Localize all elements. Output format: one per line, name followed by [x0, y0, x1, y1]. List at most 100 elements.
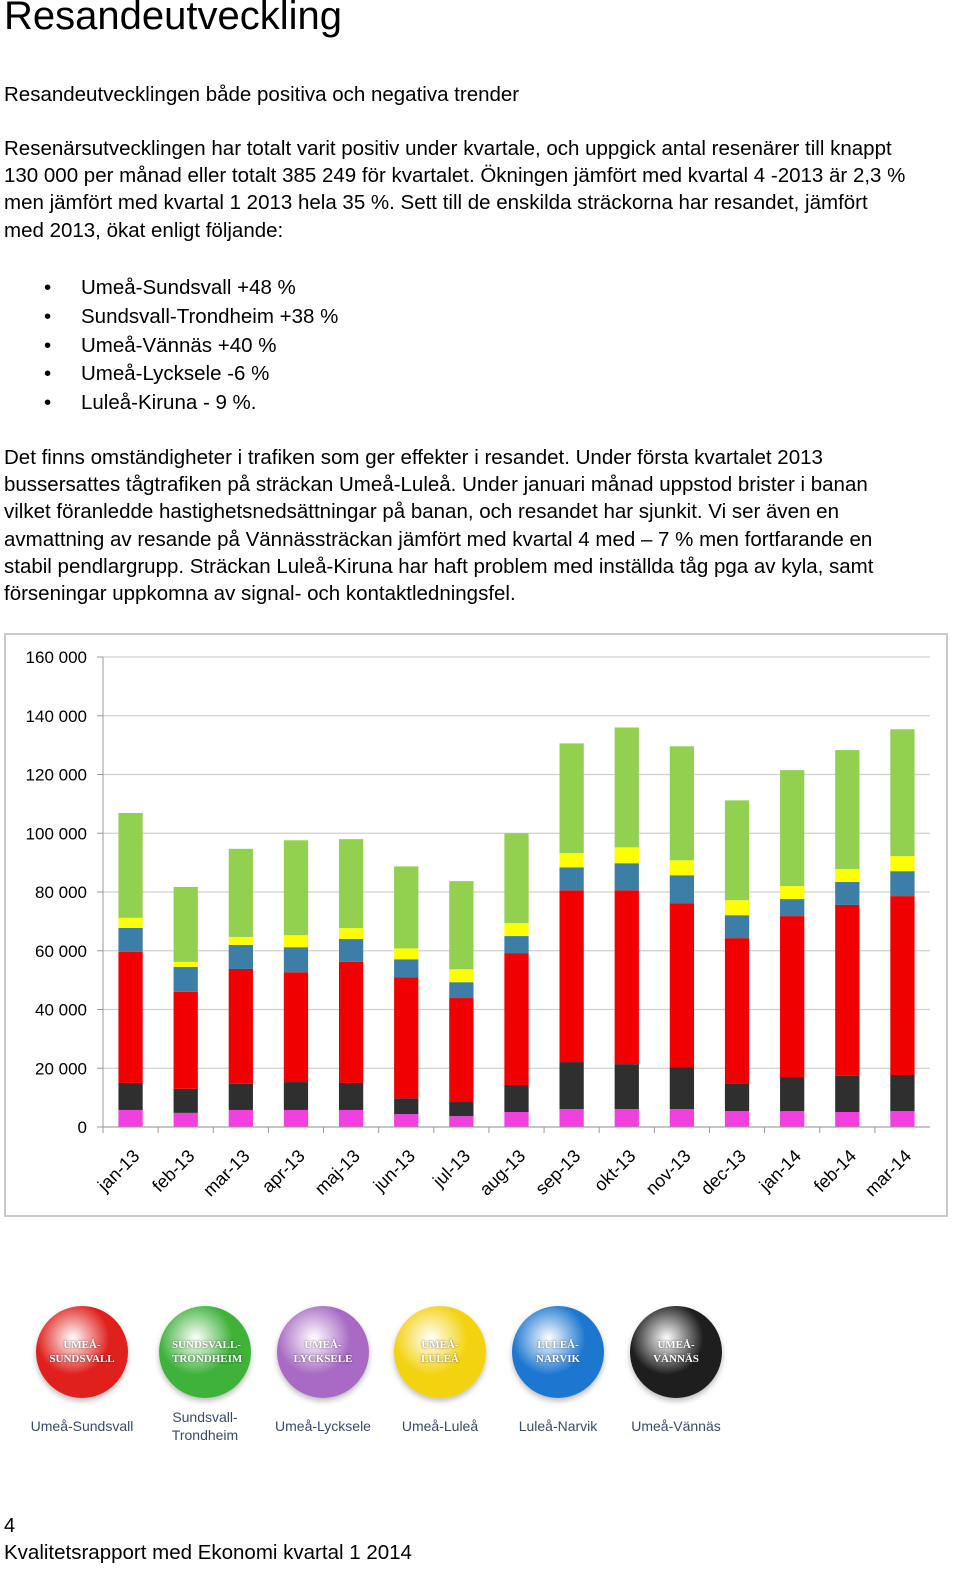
bar-segment — [780, 770, 805, 887]
bar-segment — [118, 812, 143, 918]
bar-segment — [835, 904, 860, 1076]
x-tick-label: jan-14 — [755, 1146, 805, 1196]
bullet-item: • Luleå-Kiruna - 9 %. — [4, 389, 338, 418]
bar-segment — [890, 1111, 915, 1127]
bar-segment — [559, 1062, 584, 1110]
route-icons: UMEÅ-SUNDSVALL Umeå-Sundsvall SUNDSVALL-TR… — [0, 1300, 960, 1460]
x-tick-label: aug-13 — [476, 1146, 530, 1200]
bar-segment — [504, 1112, 529, 1127]
chart: 0 20 000 40 000 60 000 80 000 100 000 120 000 1… — [26, 648, 930, 1200]
subtitle: Resandeutvecklingen både positiva och ne… — [4, 83, 520, 106]
bar-segment — [614, 890, 639, 1065]
bullet-marker: • — [44, 276, 52, 299]
bar-segment — [780, 916, 805, 1078]
bar-segment — [118, 917, 143, 928]
bar-segment — [559, 890, 584, 1063]
bar-segment — [449, 1102, 474, 1117]
y-tick-label: 0 — [78, 1118, 87, 1137]
chart-frame — [4, 633, 948, 1217]
footer-text: Kvalitetsrapport med Ekonomi kvartal 1 2… — [4, 1541, 412, 1564]
x-tick-label: maj-13 — [311, 1146, 364, 1199]
bar-segment — [173, 1112, 198, 1127]
y-tick-label: 40 000 — [35, 1001, 87, 1020]
bar-segment — [228, 848, 253, 937]
bar-segment — [394, 959, 419, 978]
bar-segment — [338, 961, 364, 1083]
y-tick-label: 160 000 — [26, 648, 87, 667]
bullet-text: Sundsvall-Trondheim +38 % — [81, 304, 339, 328]
route-caption: Umeå-Sundsvall — [30, 1418, 134, 1434]
bar-segment — [724, 900, 750, 916]
bar-segment — [283, 947, 309, 973]
bar-segment — [228, 936, 253, 945]
bar-segment — [669, 1067, 695, 1110]
bar-segment — [338, 939, 364, 962]
bullet-marker: • — [44, 391, 52, 415]
bar-segment — [724, 1111, 750, 1127]
bullet-text: Umeå-Lycksele -6 % — [81, 362, 270, 386]
bar-segment — [394, 1098, 419, 1115]
bar-segment — [118, 951, 143, 1083]
bar-segment — [173, 966, 198, 992]
bar-segment — [669, 875, 695, 904]
bar-segment — [228, 1083, 253, 1110]
x-tick-label: okt-13 — [590, 1146, 640, 1196]
route-icon: LULEÅ-NARVIK — [512, 1306, 604, 1398]
bar-segment — [835, 882, 860, 905]
route-icon: SUNDSVALL-TRONDHEIM — [159, 1306, 251, 1398]
x-tick-label: apr-13 — [258, 1146, 309, 1197]
route-icon: UMEÅ-LULEÅ — [394, 1306, 486, 1398]
x-tick-label: dec-13 — [697, 1146, 750, 1199]
bar-segment — [504, 1084, 529, 1113]
bar-segment — [724, 800, 750, 901]
bar-segment — [173, 1088, 198, 1113]
y-tick-label: 20 000 — [35, 1059, 87, 1078]
bullet-text: Umeå-Sundsvall +48 % — [81, 276, 296, 299]
y-tick-label: 120 000 — [26, 766, 87, 785]
route-icon: UMEÅ-VÄNNÄS — [630, 1306, 722, 1398]
bar-segment — [835, 750, 860, 870]
bar-segment — [118, 927, 143, 952]
bar-segment — [614, 847, 639, 864]
bar-segment — [394, 977, 419, 1099]
title: Resandeutveckling — [4, 0, 342, 38]
bar-segment — [724, 938, 750, 1084]
paragraph: Resenärsutvecklingen har totalt varit po… — [4, 137, 906, 242]
bar-segment — [338, 1109, 364, 1127]
bar-segment — [890, 896, 915, 1076]
bar-segment — [504, 953, 529, 1085]
route-badge: UMEÅ-VÄNNÄS — [653, 1339, 699, 1365]
bar-segment — [228, 1109, 253, 1127]
y-tick-label: 100 000 — [26, 824, 87, 843]
route-icon: UMEÅ-LYCKSELE — [277, 1306, 369, 1398]
bar-segment — [173, 961, 198, 967]
bar-segment — [614, 727, 639, 848]
bar-segment — [394, 948, 419, 960]
x-tick-label: feb-14 — [810, 1146, 860, 1196]
route-badge: UMEÅ-SUNDSVALL — [49, 1339, 115, 1365]
bar-segment — [835, 1075, 860, 1113]
bullet-item: • Sundsvall-Trondheim +38 % — [4, 303, 338, 332]
bar-segment — [449, 969, 474, 983]
bar-segment — [283, 1109, 309, 1127]
bar-segment — [283, 935, 309, 948]
bar-segment — [780, 886, 805, 900]
bar-segment — [559, 853, 584, 868]
y-tick-label: 140 000 — [26, 707, 87, 726]
bar-segment — [835, 869, 860, 883]
bar-segment — [338, 928, 364, 939]
bar-segment — [559, 743, 584, 854]
bullet-item: • Umeå-Lycksele -6 % — [4, 360, 338, 389]
bar-segment — [338, 1082, 364, 1110]
bar-segment — [669, 1109, 695, 1127]
x-tick-label: mar-14 — [861, 1146, 915, 1200]
bar-segment — [890, 856, 915, 872]
route-badge: UMEÅ-LULEÅ — [421, 1339, 459, 1365]
bar-segment — [504, 936, 529, 954]
bar-segment — [118, 1082, 143, 1110]
bullet-text: Luleå-Kiruna - 9 %. — [81, 391, 257, 415]
page-number: 4 — [4, 1515, 16, 1537]
bar-segment — [669, 860, 695, 876]
bar-segment — [780, 899, 805, 917]
